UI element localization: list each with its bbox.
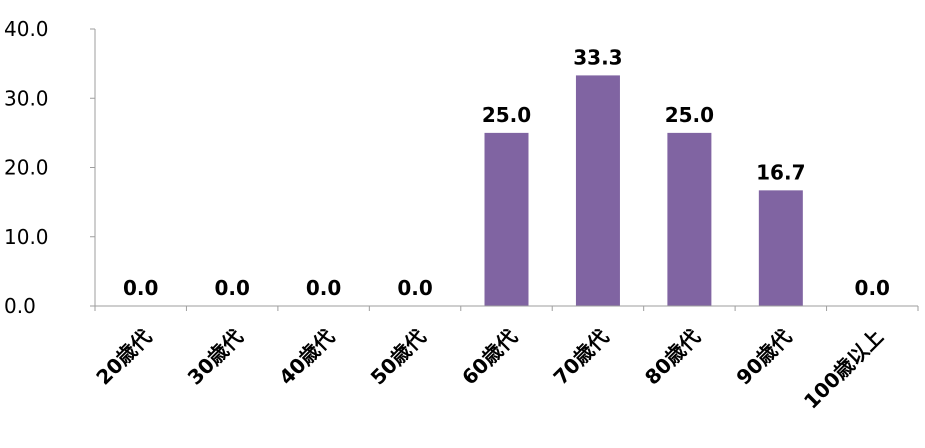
data-label: 0.0: [214, 276, 249, 300]
data-label: 25.0: [482, 103, 531, 127]
data-label: 16.7: [756, 160, 805, 184]
bar: [484, 132, 529, 306]
data-label: 0.0: [123, 276, 158, 300]
category-label: 30歳代: [183, 325, 248, 390]
bar: [575, 75, 620, 307]
data-label: 0.0: [397, 276, 432, 300]
category-label: 20歳代: [91, 325, 156, 390]
data-label: 0.0: [306, 276, 341, 300]
y-axis: 0.0 10.0 20.0 30.0 40.0: [4, 17, 96, 318]
data-labels: 0.0 0.0 0.0 0.0 25.0 33.3 25.0 16.7 0.0: [123, 45, 890, 300]
y-tick-label: 10.0: [4, 225, 49, 249]
data-label: 33.3: [573, 45, 622, 69]
category-label: 90歳代: [731, 325, 796, 390]
category-label: 60歳代: [457, 325, 522, 390]
category-label: 50歳代: [366, 325, 431, 390]
category-label: 100歳以上: [799, 325, 888, 414]
category-label: 80歳代: [640, 325, 705, 390]
y-tick-label: 30.0: [4, 86, 49, 110]
category-label: 70歳代: [549, 325, 614, 390]
y-tick-label: 0.0: [4, 294, 36, 318]
x-axis: 20歳代 30歳代 40歳代 50歳代 60歳代 70歳代 80歳代 90歳代 100歳以上: [91, 305, 919, 414]
bars: [484, 75, 803, 307]
bar: [667, 132, 712, 306]
bar: [758, 190, 803, 306]
y-tick-label: 20.0: [4, 156, 49, 180]
data-label: 25.0: [665, 103, 714, 127]
y-tick-label: 40.0: [4, 17, 49, 41]
data-label: 0.0: [855, 276, 890, 300]
category-label: 40歳代: [274, 325, 339, 390]
